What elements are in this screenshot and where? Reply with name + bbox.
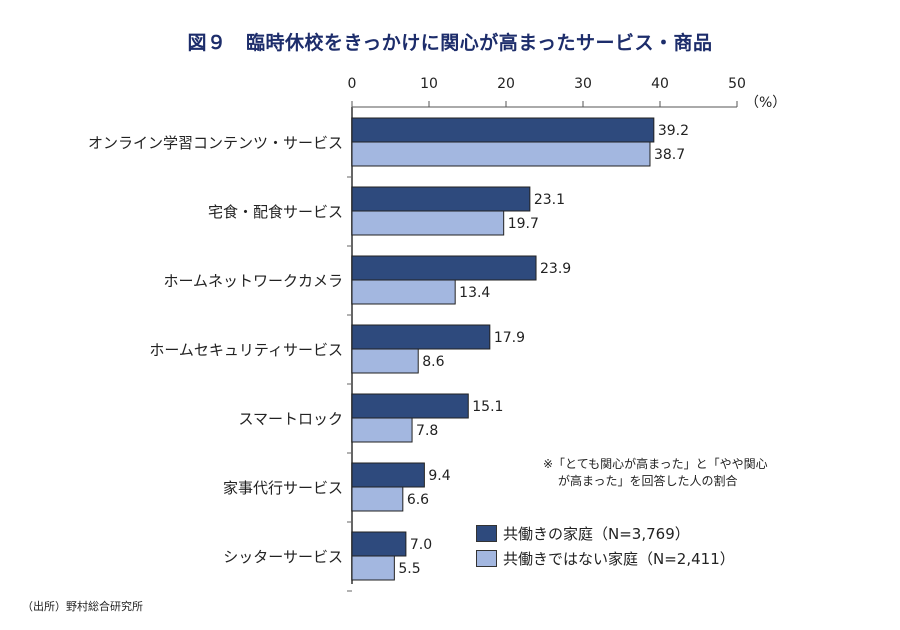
- bar-non-dual-income: [351, 141, 651, 167]
- legend-swatch-light: [476, 550, 497, 567]
- category-label: 家事代行サービス: [223, 479, 343, 497]
- legend-item-non-dual-income: 共働きではない家庭（N=2,411）: [476, 546, 735, 571]
- note-line-1: ※「とても関心が高まった」と「やや関心: [543, 457, 768, 471]
- value-label: 23.1: [534, 192, 565, 208]
- category-label: ホームネットワークカメラ: [163, 272, 343, 290]
- category-label: スマートロック: [238, 410, 343, 428]
- value-labels: 39.2 38.7 23.1 19.7 23.9 13.4 17.9 8.6 15.1 7.8 9.…: [398, 123, 689, 577]
- value-label: 19.7: [508, 216, 539, 232]
- value-label: 8.6: [422, 354, 444, 370]
- legend-label: 共働きの家庭（N=3,769）: [503, 525, 690, 543]
- x-tick-label: 30: [574, 76, 592, 92]
- bar-non-dual-income: [351, 555, 395, 581]
- bar-dual-income: [351, 393, 469, 419]
- x-tick-label: 20: [497, 76, 515, 92]
- bar-non-dual-income: [351, 210, 505, 236]
- bar-non-dual-income: [351, 348, 419, 374]
- value-label: 23.9: [540, 261, 571, 277]
- x-tick-label: 40: [651, 76, 669, 92]
- value-label: 13.4: [459, 285, 490, 301]
- category-label: オンライン学習コンテンツ・サービス: [88, 134, 343, 152]
- value-label: 39.2: [658, 123, 689, 139]
- value-label: 7.8: [416, 423, 438, 439]
- chart-title: 図９ 臨時休校をきっかけに関心が高まったサービス・商品: [187, 32, 713, 54]
- legend: 共働きの家庭（N=3,769） 共働きではない家庭（N=2,411）: [476, 521, 735, 571]
- note-line-2: が高まった」を回答した人の割合: [558, 474, 738, 488]
- value-label: 6.6: [407, 492, 429, 508]
- bar-dual-income: [351, 324, 491, 350]
- source-note: （出所）野村総合研究所: [22, 600, 143, 613]
- x-tick-label: 50: [728, 76, 746, 92]
- category-labels: オンライン学習コンテンツ・サービス宅食・配食サービスホームネットワークカメラホー…: [88, 134, 343, 566]
- legend-label: 共働きではない家庭（N=2,411）: [503, 550, 735, 568]
- category-label: ホームセキュリティサービス: [149, 341, 343, 359]
- legend-swatch-dark: [476, 525, 497, 542]
- x-tick-label: 10: [420, 76, 438, 92]
- bar-non-dual-income: [351, 279, 456, 305]
- value-label: 9.4: [428, 468, 450, 484]
- bars: [351, 117, 655, 581]
- x-tick-label: 0: [348, 76, 357, 92]
- value-label: 5.5: [398, 561, 420, 577]
- unit-label: （%）: [745, 95, 786, 111]
- bar-non-dual-income: [351, 486, 404, 512]
- bar-dual-income: [351, 255, 537, 281]
- bar-dual-income: [351, 186, 531, 212]
- legend-item-dual-income: 共働きの家庭（N=3,769）: [476, 521, 735, 546]
- value-label: 17.9: [494, 330, 525, 346]
- value-label: 15.1: [472, 399, 503, 415]
- x-axis: 0 10 20 30 40 50 （%）: [347, 76, 786, 592]
- chart-note: ※「とても関心が高まった」と「やや関心 が高まった」を回答した人の割合: [543, 456, 768, 490]
- value-label: 38.7: [654, 147, 685, 163]
- category-label: 宅食・配食サービス: [208, 203, 343, 221]
- bar-dual-income: [351, 462, 425, 488]
- bar-dual-income: [351, 531, 407, 557]
- value-label: 7.0: [410, 537, 432, 553]
- bar-dual-income: [351, 117, 655, 143]
- bar-non-dual-income: [351, 417, 413, 443]
- category-label: シッターサービス: [223, 548, 343, 566]
